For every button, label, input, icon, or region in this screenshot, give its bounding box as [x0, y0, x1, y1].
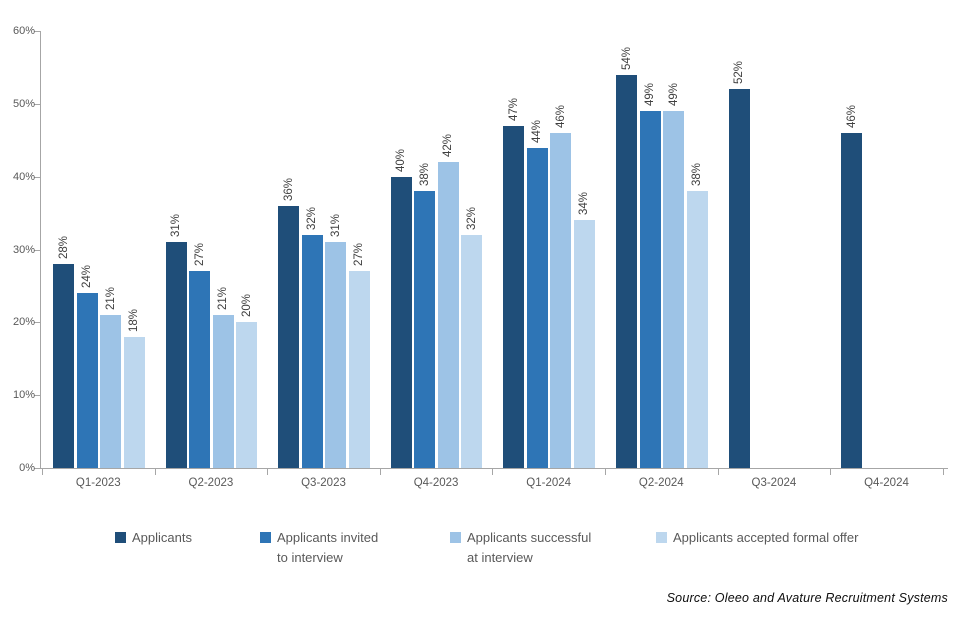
bar-value-label: 27% [193, 243, 206, 267]
legend-entry: Applicants successful at interview [450, 528, 591, 567]
y-axis-tick [34, 395, 41, 397]
legend-label: Applicants accepted formal offer [673, 530, 859, 545]
bar-value-label: 31% [329, 214, 342, 238]
bar-value-label: 46% [554, 104, 567, 128]
bar-value-label: 21% [104, 287, 117, 311]
x-axis-category-label: Q3-2024 [751, 477, 797, 489]
x-axis-tick [267, 469, 269, 475]
bar [236, 322, 258, 468]
bar [728, 89, 750, 468]
x-axis-tick [942, 469, 944, 475]
legend-label: Applicants invited to interview [277, 530, 379, 565]
legend-label: Applicants [132, 530, 192, 545]
bar-value-label: 24% [81, 265, 93, 289]
bar-value-label: 49% [667, 83, 680, 107]
bar [573, 220, 595, 468]
bar [100, 315, 121, 468]
x-axis-category-label: Q1-2023 [75, 477, 121, 489]
legend-swatch [656, 532, 667, 543]
x-axis-tick [605, 469, 606, 475]
x-axis-tick [42, 469, 43, 475]
bar-value-label: 20% [240, 294, 253, 318]
x-axis-tick [830, 469, 832, 475]
legend-entry: Applicants invited to interview [260, 528, 378, 567]
bar [123, 336, 145, 468]
source-note: Source: Oleeo and Avature Recruitment Sy… [666, 591, 948, 605]
legend-entry: Applicants [115, 528, 192, 548]
x-axis-tick [492, 469, 494, 475]
y-axis-tick-label: 30% [12, 243, 35, 256]
bar [616, 74, 637, 468]
x-axis-tick [379, 469, 381, 475]
y-axis-tick-label: 50% [12, 97, 35, 110]
bar-value-label: 32% [465, 206, 478, 230]
bar-value-label: 36% [282, 177, 295, 201]
bar [348, 271, 370, 468]
bar-value-label: 44% [531, 119, 544, 143]
y-axis-tick [34, 468, 41, 469]
bar [390, 176, 412, 468]
legend-label: Applicants successful at interview [467, 530, 592, 565]
bar [212, 315, 234, 468]
bar [663, 111, 684, 468]
bar [686, 191, 708, 468]
bar-value-label: 18% [128, 308, 140, 332]
x-axis-tick [154, 469, 156, 475]
chart-legend: Applicants Applicants invited to intervie… [0, 528, 960, 580]
bar [76, 293, 98, 468]
x-axis-category-label: Q4-2024 [864, 477, 909, 489]
bar-value-label: 42% [442, 134, 455, 158]
bar-value-label: 52% [733, 61, 746, 85]
bar-value-label: 38% [418, 163, 431, 187]
bar-value-label: 49% [644, 83, 656, 107]
x-axis-category-label: Q2-2023 [188, 477, 234, 489]
bar-value-label: 46% [845, 104, 858, 128]
bar [278, 205, 300, 468]
x-axis-tick [717, 469, 719, 475]
bar [189, 271, 211, 468]
bar [550, 132, 572, 468]
legend-swatch [260, 532, 271, 543]
y-axis-tick [34, 103, 41, 105]
bar-value-label: 31% [170, 214, 183, 238]
bar-value-label: 27% [353, 243, 366, 267]
bar [301, 234, 323, 468]
y-axis-tick-label: 10% [12, 389, 35, 402]
bar [841, 132, 863, 468]
x-axis-line [40, 468, 948, 469]
legend-swatch [450, 532, 461, 543]
y-axis-tick-label: 20% [12, 316, 35, 329]
y-axis-tick [34, 31, 41, 32]
bar-value-label: 32% [306, 206, 319, 230]
bar [461, 234, 483, 468]
bar [53, 264, 74, 468]
bar-value-label: 38% [691, 163, 703, 187]
bar-value-label: 54% [620, 46, 633, 70]
bar [639, 111, 661, 468]
bar-value-label: 28% [57, 236, 70, 260]
y-axis-tick [34, 249, 41, 251]
y-axis-tick-label: 40% [12, 170, 35, 183]
x-axis-category-label: Q2-2024 [638, 477, 684, 489]
bar [165, 242, 187, 468]
bar [437, 162, 459, 468]
x-axis-category-label: Q3-2023 [301, 477, 346, 489]
x-axis-category-label: Q4-2023 [413, 477, 459, 489]
bar-value-label: 47% [507, 97, 520, 121]
bar [503, 125, 525, 468]
legend-swatch [115, 532, 126, 543]
y-axis-tick [34, 176, 41, 178]
bar-value-label: 34% [578, 192, 591, 216]
x-axis-category-label: Q1-2024 [526, 477, 572, 489]
bar [325, 242, 347, 468]
y-axis-tick-label: 0% [19, 462, 35, 474]
y-axis-tick-label: 60% [12, 25, 35, 37]
bar-value-label: 40% [395, 148, 408, 172]
bar-value-label: 21% [217, 287, 230, 311]
bar [526, 147, 548, 468]
legend-entry: Applicants accepted formal offer [656, 528, 858, 548]
y-axis-tick [34, 322, 41, 324]
bar [414, 191, 436, 468]
